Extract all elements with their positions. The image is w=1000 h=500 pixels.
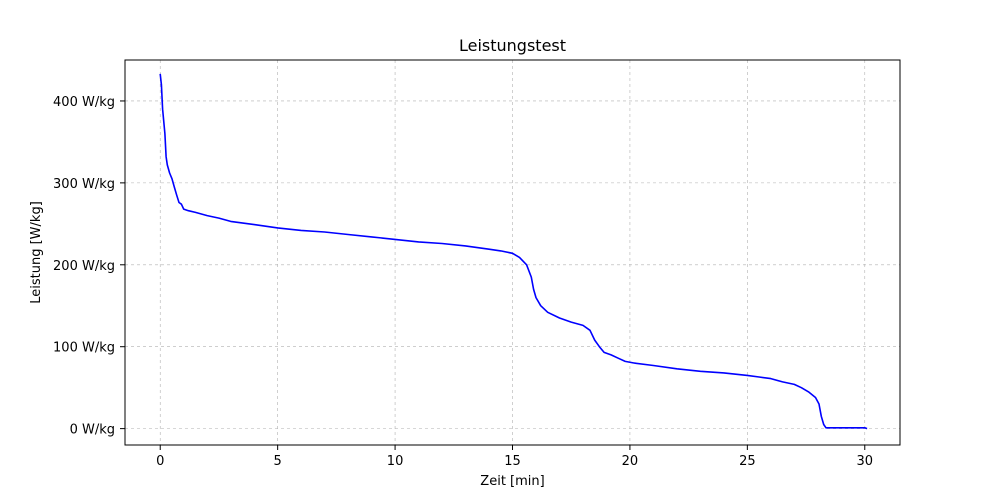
x-tick-label: 20 [622, 454, 639, 469]
y-tick-label: 400 W/kg [53, 95, 115, 110]
x-tick-label: 5 [274, 454, 282, 469]
x-tick-label: 15 [504, 454, 521, 469]
axis-labels: Leistungstest Zeit [min] Leistung [W/kg] [29, 36, 566, 489]
x-tick-label: 25 [739, 454, 756, 469]
y-axis-label: Leistung [W/kg] [29, 201, 44, 304]
x-tick-label: 0 [156, 454, 164, 469]
y-tick-label: 200 W/kg [53, 259, 115, 274]
x-axis-label: Zeit [min] [480, 474, 544, 489]
y-tick-label: 100 W/kg [53, 341, 115, 356]
series-lines [159, 73, 868, 430]
x-tick-label: 30 [856, 454, 873, 469]
chart-title: Leistungstest [459, 36, 566, 55]
series-line [159, 73, 868, 430]
x-tick-label: 10 [387, 454, 404, 469]
y-tick-label: 300 W/kg [53, 177, 115, 192]
plot-area-frame [124, 59, 901, 446]
y-tick-label: 0 W/kg [70, 423, 115, 438]
